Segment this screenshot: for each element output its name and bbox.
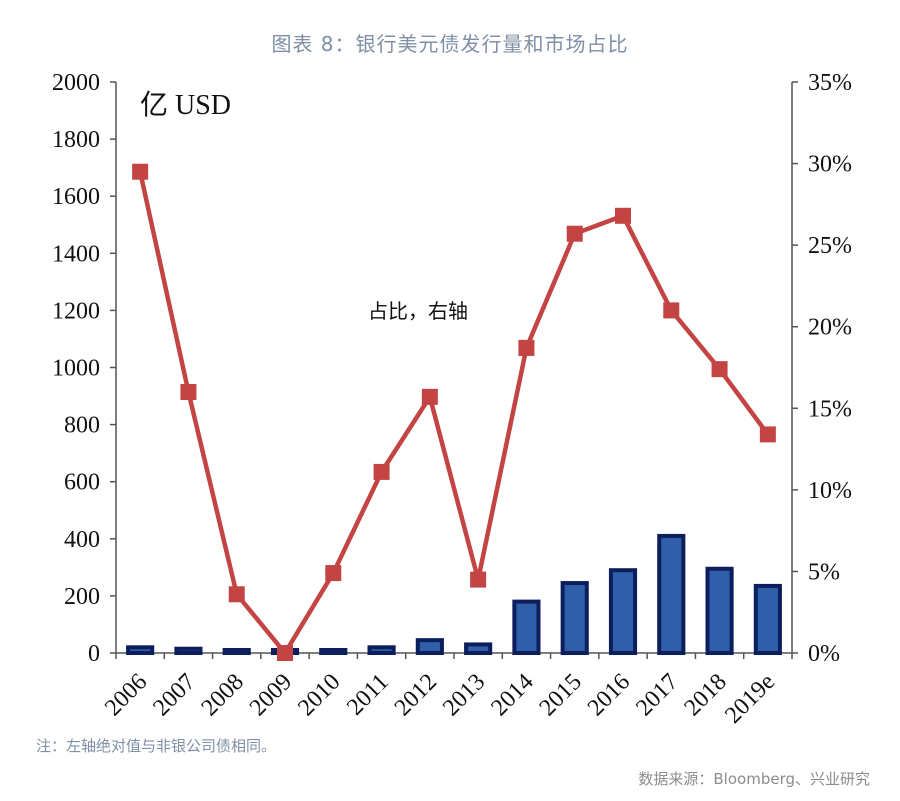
bar	[126, 645, 155, 655]
right-tick-label: 10%	[808, 478, 852, 504]
x-tick-label: 2009	[245, 669, 297, 721]
share-marker	[663, 302, 680, 319]
left-tick-label: 400	[64, 527, 100, 553]
x-tick-label: 2008	[197, 669, 249, 721]
right-tick-label: 5%	[808, 559, 840, 585]
share-marker	[325, 565, 342, 582]
x-tick-label: 2013	[438, 669, 490, 721]
right-tick-label: 20%	[808, 315, 852, 341]
share-line	[137, 171, 770, 656]
bar	[415, 638, 444, 656]
bar	[512, 599, 541, 655]
x-tick-label: 2010	[293, 669, 345, 721]
right-tick-label: 15%	[808, 396, 852, 422]
bar	[222, 648, 251, 655]
share-marker	[615, 207, 631, 224]
share-marker	[566, 225, 583, 242]
right-tick-label: 30%	[808, 152, 852, 178]
right-tick-label: 35%	[808, 70, 852, 96]
x-tick-label: 2015	[535, 669, 587, 721]
left-tick-label: 1600	[52, 184, 100, 210]
left-tick-label: 0	[88, 641, 100, 667]
bar	[753, 583, 782, 655]
left-tick-label: 1400	[52, 241, 100, 267]
left-tick-label: 200	[64, 584, 100, 610]
bar	[657, 533, 686, 656]
left-tick-label: 1200	[52, 298, 100, 324]
axes	[110, 81, 798, 659]
x-tick-label: 2006	[100, 669, 152, 721]
share-marker	[228, 586, 245, 603]
left-axis-unit-label: 亿 USD	[140, 89, 231, 121]
x-tick-label: 2017	[631, 669, 683, 721]
x-tick-label: 2012	[390, 669, 442, 721]
bar	[705, 566, 734, 656]
left-tick-label: 600	[64, 470, 100, 496]
share-marker	[277, 645, 293, 661]
share-marker	[759, 426, 776, 443]
x-tick-label: 2011	[342, 669, 394, 721]
share-marker	[180, 383, 197, 400]
share-marker	[518, 339, 535, 356]
x-tick-label: 2016	[583, 669, 635, 721]
right-tick-label: 25%	[808, 233, 852, 259]
x-tick-label: 2007	[148, 669, 200, 721]
share-marker	[711, 361, 728, 378]
bar	[319, 648, 348, 655]
line-annotation: 占比，右轴	[368, 299, 468, 323]
share-marker	[421, 388, 438, 405]
x-tick-label: 2019e	[720, 669, 780, 729]
bar	[464, 642, 493, 655]
x-tick-label: 2014	[486, 669, 538, 721]
bar	[560, 581, 589, 655]
right-tick-label: 0%	[808, 641, 840, 667]
bar	[608, 568, 638, 656]
share-marker	[132, 163, 149, 180]
left-tick-label: 1800	[52, 127, 100, 153]
data-source: 数据来源：Bloomberg、兴业研究	[638, 770, 870, 788]
chart-title: 图表 8：银行美元债发行量和市场占比	[271, 32, 629, 56]
bar-series	[126, 533, 782, 656]
left-tick-label: 2000	[52, 70, 100, 96]
share-marker	[470, 571, 487, 588]
share-marker	[373, 463, 390, 480]
bar	[367, 645, 396, 655]
left-tick-label: 800	[64, 413, 100, 439]
line-series	[132, 163, 776, 661]
chart-note: 注：左轴绝对值与非银公司债相同。	[36, 737, 277, 755]
bar	[174, 646, 203, 656]
left-tick-label: 1000	[52, 356, 100, 382]
